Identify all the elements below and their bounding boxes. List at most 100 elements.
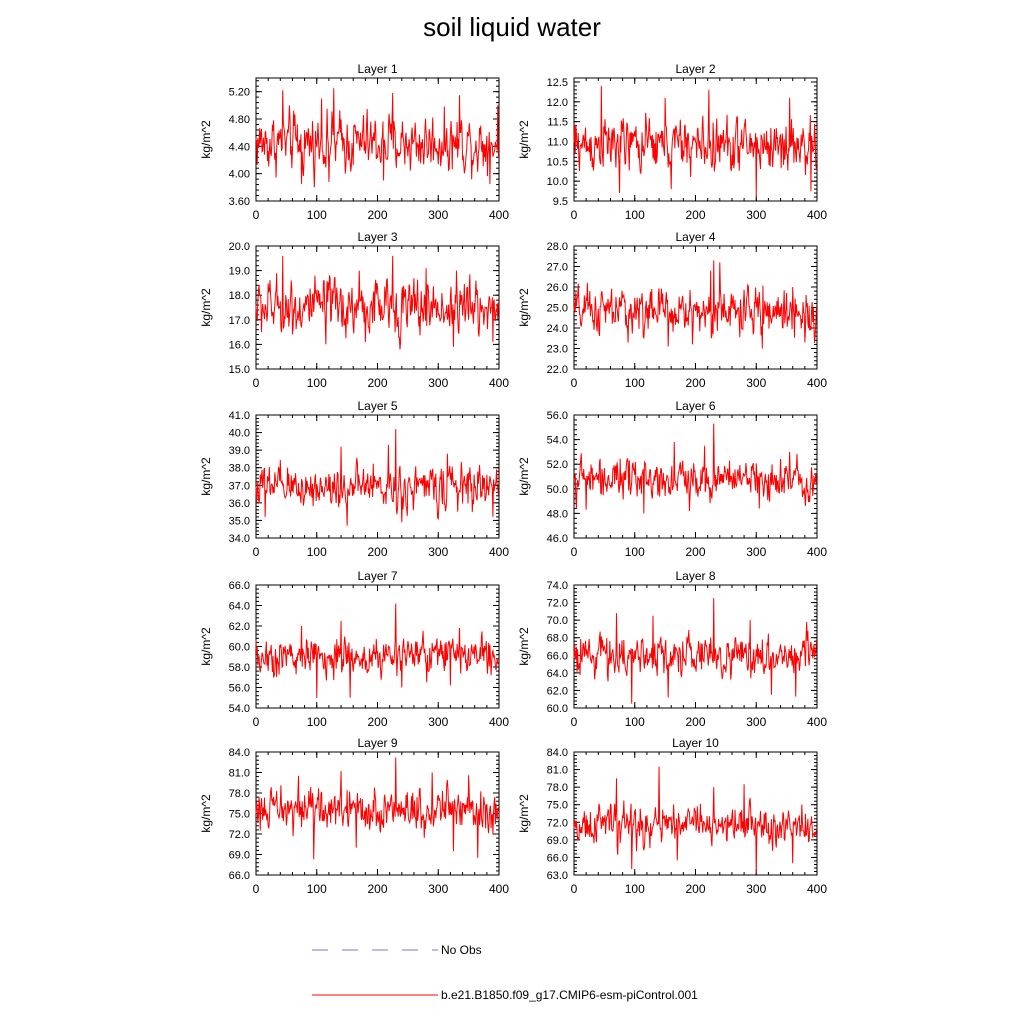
x-tick-label: 400	[807, 208, 827, 222]
y-tick-label: 60.0	[229, 642, 250, 654]
panel-layer-8	[573, 584, 818, 709]
legend-model: b.e21.B1850.f09_g17.CMIP6-esm-piControl.…	[312, 988, 698, 1002]
x-tick-label: 300	[746, 376, 766, 390]
x-tick-label: 100	[625, 715, 645, 729]
y-tick-label: 54.0	[547, 435, 568, 447]
x-tick-label: 200	[367, 715, 387, 729]
x-tick-label: 0	[253, 715, 260, 729]
x-tick-label: 200	[367, 882, 387, 896]
panel-title: Layer 8	[675, 569, 715, 583]
y-axis-label: kg/m^2	[517, 288, 531, 327]
panel-title: Layer 2	[675, 62, 715, 76]
x-tick-label: 400	[807, 545, 827, 559]
y-tick-label: 66.0	[229, 580, 250, 592]
x-tick-label: 300	[746, 545, 766, 559]
x-tick-label: 0	[253, 545, 260, 559]
y-axis-label: kg/m^2	[199, 627, 213, 666]
x-tick-label: 300	[428, 376, 448, 390]
y-tick-label: 39.0	[229, 445, 250, 457]
x-tick-label: 100	[625, 376, 645, 390]
panel-title: Layer 9	[357, 736, 397, 750]
y-tick-label: 22.0	[547, 364, 568, 376]
y-tick-label: 81.0	[229, 768, 250, 780]
x-tick-label: 200	[685, 376, 705, 390]
y-tick-label: 11.0	[547, 136, 568, 148]
y-tick-label: 69.0	[229, 850, 250, 862]
y-tick-label: 26.0	[547, 282, 568, 294]
x-tick-label: 100	[307, 545, 327, 559]
y-tick-label: 52.0	[547, 459, 568, 471]
x-tick-label: 200	[367, 545, 387, 559]
series-line-layer-5	[255, 429, 499, 526]
x-tick-label: 100	[625, 545, 645, 559]
x-tick-label: 100	[625, 208, 645, 222]
y-tick-label: 16.0	[229, 339, 250, 351]
x-tick-label: 400	[489, 882, 509, 896]
y-tick-label: 41.0	[229, 410, 250, 422]
plot-frame	[255, 584, 500, 709]
panel-title: Layer 7	[357, 569, 397, 583]
y-tick-label: 54.0	[229, 703, 250, 715]
y-tick-label: 40.0	[229, 428, 250, 440]
x-tick-label: 0	[253, 208, 260, 222]
y-tick-label: 28.0	[547, 241, 568, 253]
y-axis-label: kg/m^2	[517, 627, 531, 666]
x-tick-label: 0	[571, 882, 578, 896]
x-tick-label: 300	[428, 208, 448, 222]
series-line-layer-2	[573, 85, 817, 198]
y-tick-label: 24.0	[547, 323, 568, 335]
y-tick-label: 68.0	[547, 633, 568, 645]
panel-title: Layer 4	[675, 230, 715, 244]
panel-title: Layer 3	[357, 230, 397, 244]
x-tick-label: 300	[746, 208, 766, 222]
y-tick-label: 78.0	[229, 788, 250, 800]
x-tick-label: 0	[571, 545, 578, 559]
panel-layer-9	[255, 751, 500, 876]
y-tick-label: 25.0	[547, 303, 568, 315]
x-tick-label: 300	[746, 715, 766, 729]
y-tick-label: 63.0	[547, 870, 568, 882]
y-axis-label: kg/m^2	[517, 457, 531, 496]
panel-layer-2	[573, 77, 818, 202]
y-axis-label: kg/m^2	[517, 120, 531, 159]
x-tick-label: 300	[428, 715, 448, 729]
x-tick-label: 400	[807, 715, 827, 729]
y-tick-label: 37.0	[229, 480, 250, 492]
y-tick-label: 46.0	[547, 533, 568, 545]
y-tick-label: 62.0	[229, 621, 250, 633]
y-tick-label: 70.0	[547, 615, 568, 627]
panel-layer-7	[255, 584, 500, 709]
panel-title: Layer 10	[672, 736, 719, 750]
y-tick-label: 84.0	[229, 747, 250, 759]
y-axis-label: kg/m^2	[199, 288, 213, 327]
series-line-layer-9	[255, 757, 499, 860]
series-line-layer-1	[255, 88, 499, 188]
y-tick-label: 56.0	[547, 410, 568, 422]
x-tick-label: 0	[571, 376, 578, 390]
y-tick-label: 62.0	[547, 685, 568, 697]
y-tick-label: 4.80	[229, 114, 250, 126]
y-tick-label: 15.0	[229, 364, 250, 376]
y-tick-label: 10.0	[547, 176, 568, 188]
y-tick-label: 11.5	[547, 117, 568, 129]
series-line-layer-7	[255, 603, 499, 698]
y-tick-label: 18.0	[229, 290, 250, 302]
panel-layer-10	[573, 751, 818, 876]
x-tick-label: 200	[685, 545, 705, 559]
y-tick-label: 35.0	[229, 515, 250, 527]
y-tick-label: 34.0	[229, 533, 250, 545]
y-axis-label: kg/m^2	[199, 794, 213, 833]
x-tick-label: 100	[625, 882, 645, 896]
y-tick-label: 27.0	[547, 262, 568, 274]
plot-frame	[255, 414, 500, 539]
x-tick-label: 100	[307, 376, 327, 390]
y-tick-label: 38.0	[229, 463, 250, 475]
x-tick-label: 0	[571, 208, 578, 222]
y-tick-label: 48.0	[547, 508, 568, 520]
x-tick-label: 0	[253, 882, 260, 896]
y-tick-label: 72.0	[547, 817, 568, 829]
y-tick-label: 75.0	[547, 800, 568, 812]
x-tick-label: 300	[746, 882, 766, 896]
x-tick-label: 100	[307, 882, 327, 896]
